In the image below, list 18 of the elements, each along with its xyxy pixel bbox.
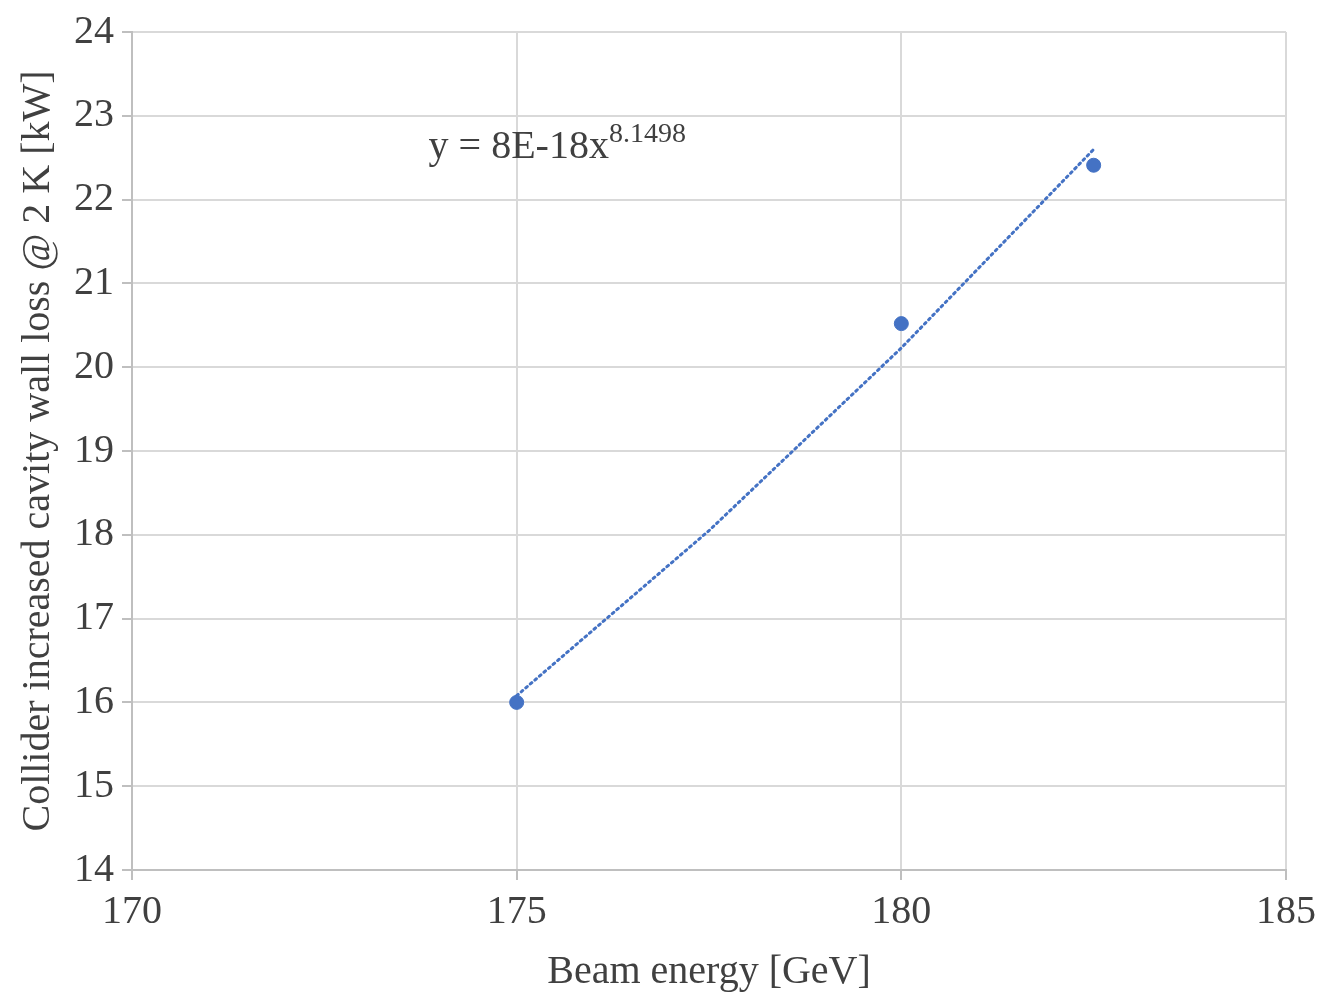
y-tick-label: 16 — [74, 676, 114, 722]
x-axis-title: Beam energy [GeV] — [547, 946, 871, 992]
y-tick-label: 17 — [74, 593, 114, 639]
x-tick-label: 185 — [1256, 886, 1316, 932]
point — [1086, 157, 1102, 173]
x-tick-label: 175 — [486, 886, 547, 932]
point — [893, 316, 909, 332]
y-axis-title: Collider increased cavity wall loss @ 2 K [kW] — [12, 70, 58, 832]
y-tick-label: 15 — [74, 760, 114, 806]
y-tick-label: 22 — [74, 174, 114, 220]
x-tick-label: 180 — [871, 886, 932, 932]
y-tick-label: 19 — [74, 425, 114, 471]
y-tick-label: 18 — [74, 509, 114, 555]
y-tick-label: 20 — [74, 341, 114, 387]
point — [509, 694, 525, 710]
y-tick-label: 21 — [74, 257, 114, 303]
y-tick-label: 23 — [74, 90, 114, 136]
y-tick-label: 24 — [74, 6, 114, 52]
